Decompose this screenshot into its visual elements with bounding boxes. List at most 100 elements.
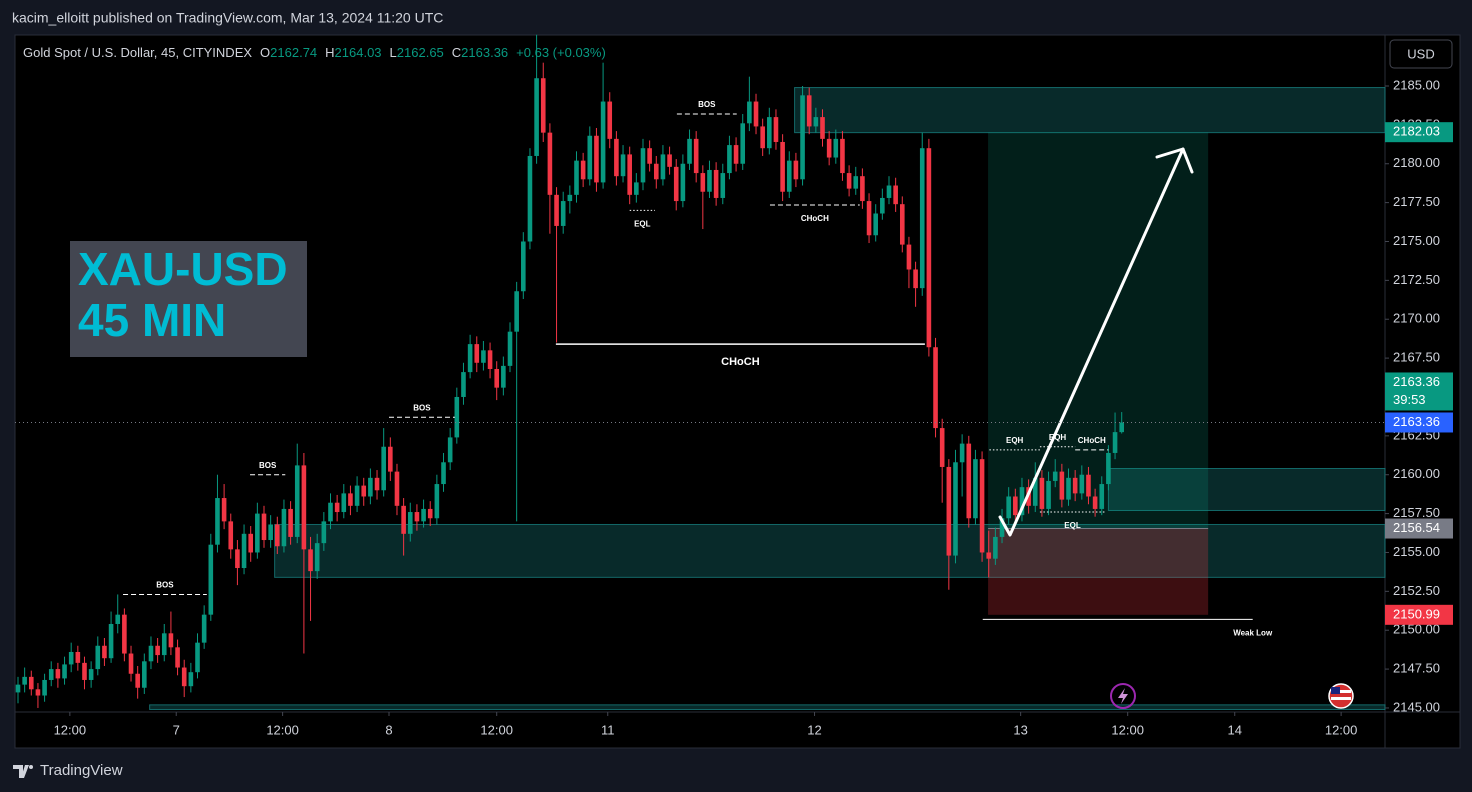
- candle-body: [760, 126, 765, 149]
- y-tick-label: 2150.00: [1393, 622, 1440, 637]
- candle-body: [494, 368, 500, 388]
- candle-body: [175, 647, 180, 668]
- candle-body: [767, 117, 772, 149]
- currency-button[interactable]: [1389, 39, 1453, 69]
- legend-change: +0.63 (+0.03%): [516, 45, 606, 60]
- candle-body: [108, 623, 114, 659]
- candle-body: [122, 614, 127, 654]
- candle-body: [228, 521, 234, 550]
- price-badge-label: 2182.03: [1393, 124, 1440, 139]
- currency-label[interactable]: USD: [1407, 46, 1434, 61]
- event-icon[interactable]: [1110, 683, 1136, 709]
- candle-body: [747, 101, 752, 124]
- legend: Gold Spot / U.S. Dollar, 45, CITYINDEX O2…: [23, 45, 606, 60]
- candle-body: [301, 465, 307, 550]
- y-tick-label: 2167.50: [1393, 350, 1440, 365]
- x-tick-label: 12:00: [480, 722, 513, 737]
- candle-body: [28, 676, 34, 690]
- candle-body: [42, 679, 47, 696]
- candle-body: [594, 135, 599, 183]
- candle-body: [833, 138, 839, 158]
- candle-body: [986, 552, 992, 559]
- y-tick-label: 2177.50: [1393, 194, 1440, 209]
- candle-body: [374, 477, 380, 491]
- y-tick-label: 2180.00: [1393, 155, 1440, 170]
- candle-body: [314, 543, 320, 572]
- candle-body: [567, 194, 573, 202]
- candle-body: [933, 347, 938, 429]
- price-badges: 2182.03 2163.36 39:53 2163.36 2156.54 2150.99: [15, 122, 1453, 625]
- candle-body: [727, 145, 732, 174]
- candle-body: [481, 350, 486, 363]
- candle-body: [826, 138, 832, 158]
- candle-body: [773, 117, 779, 142]
- candle-body: [640, 148, 646, 183]
- price-badge-label: 2150.99: [1393, 606, 1440, 621]
- price-badge-label: 2163.36: [1393, 414, 1440, 429]
- legend-field-value: 2162.65: [397, 45, 444, 60]
- candle-body: [820, 117, 825, 139]
- y-tick-label: 2157.50: [1393, 505, 1440, 520]
- candle-body: [82, 662, 87, 680]
- candle-body: [195, 642, 200, 673]
- structure-label: Weak Low: [1233, 628, 1273, 637]
- x-tick-label: 8: [385, 722, 392, 737]
- candle-body: [846, 173, 852, 189]
- arrow: [998, 147, 1194, 537]
- candle-body: [361, 485, 367, 497]
- candle-body: [1032, 477, 1038, 506]
- candle-body: [401, 505, 406, 534]
- y-tick-label: 2185.00: [1393, 77, 1440, 92]
- candle-body: [946, 466, 952, 556]
- candle-body: [687, 138, 692, 164]
- candle-body: [860, 176, 865, 202]
- structure-label: BOS: [413, 403, 431, 412]
- countdown-label: 39:53: [1393, 392, 1426, 407]
- candle-body: [840, 138, 845, 174]
- candle-body: [68, 651, 74, 665]
- candle-body: [467, 344, 473, 373]
- candle-body: [308, 549, 313, 572]
- legend-field-label: C: [452, 45, 461, 60]
- candle-body: [959, 443, 965, 463]
- candle-body: [461, 372, 466, 397]
- candle-body: [753, 101, 759, 127]
- structure-label: CHoCH: [801, 214, 829, 223]
- candle-body: [906, 244, 912, 270]
- candle-body: [1079, 474, 1085, 494]
- x-tick-label: 12: [807, 722, 821, 737]
- candle-body: [1106, 452, 1111, 485]
- candle-body: [414, 512, 420, 522]
- candle-body: [255, 513, 260, 553]
- candle-body: [1039, 477, 1045, 509]
- label-box-line: XAU-USD: [78, 243, 288, 295]
- x-tick-label: 12:00: [1325, 722, 1358, 737]
- candle-body: [321, 521, 327, 544]
- legend-field-value: 2164.03: [335, 45, 382, 60]
- candle-body: [394, 471, 400, 506]
- candle-body: [620, 154, 626, 177]
- candle-body: [135, 673, 140, 688]
- zone: [149, 704, 1386, 711]
- legend-field-label: O: [260, 45, 270, 60]
- candle-body: [1099, 484, 1105, 509]
- structure-label: EQL: [1064, 521, 1081, 530]
- candle-body: [407, 512, 413, 534]
- candle-body: [893, 185, 898, 205]
- candle-body: [1066, 477, 1071, 500]
- candle-body: [600, 101, 606, 183]
- x-tick-label: 11: [601, 722, 615, 737]
- stop-area: [988, 528, 1209, 615]
- y-tick-label: 2152.50: [1393, 583, 1440, 598]
- position-tool: [988, 132, 1209, 615]
- price-badge: [1385, 412, 1453, 433]
- candle-body: [560, 201, 566, 226]
- candle-body: [713, 169, 719, 198]
- candle-body: [474, 344, 480, 363]
- zone: [794, 87, 1386, 134]
- zones: [149, 87, 1386, 711]
- flag-stripe: [1331, 697, 1351, 700]
- arrow-head: [1155, 147, 1194, 174]
- candle-body: [939, 428, 945, 467]
